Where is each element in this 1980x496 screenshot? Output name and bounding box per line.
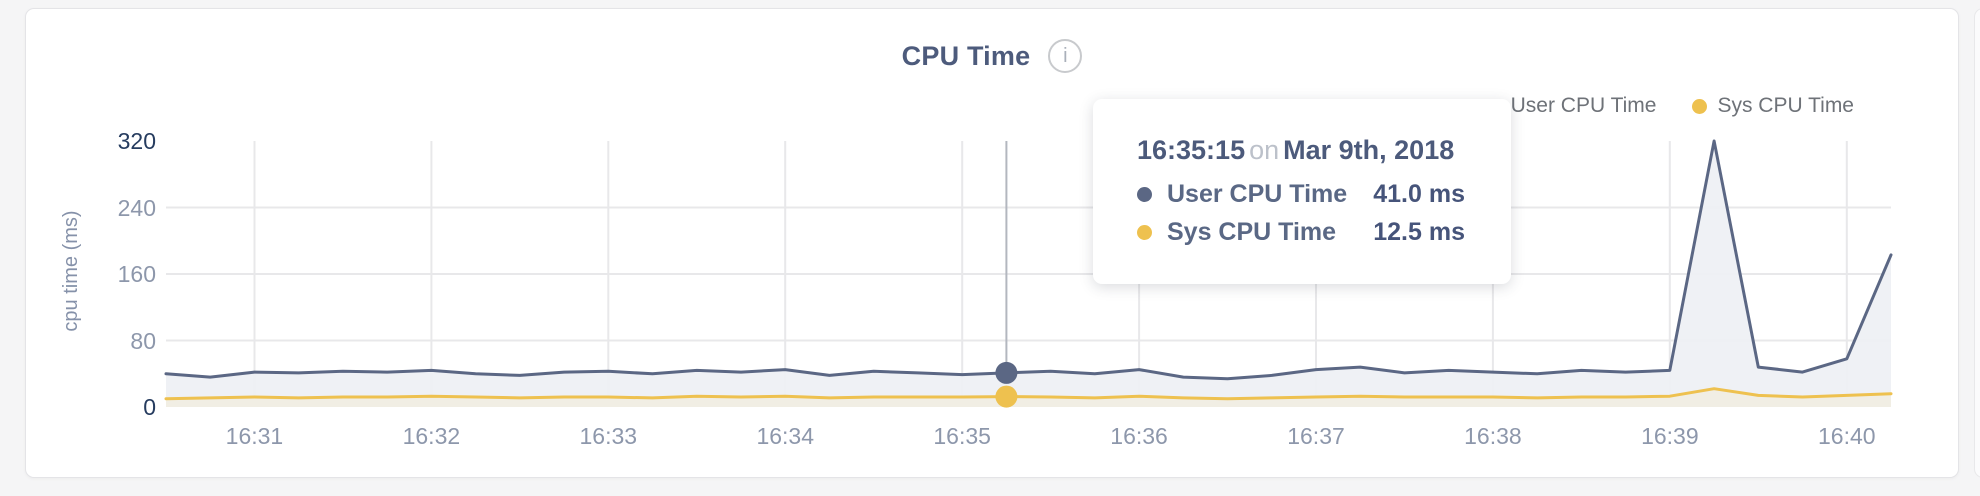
y-axis-tick-label: 320 (117, 128, 156, 154)
tooltip-series-value: 41.0 ms (1373, 180, 1465, 208)
y-axis-tick-label: 0 (143, 394, 156, 420)
hover-dot-sys-cpu-time[interactable] (995, 385, 1018, 408)
plot-container (164, 139, 1893, 409)
legend-dot-icon (1692, 98, 1708, 114)
y-axis-tick-label: 80 (130, 327, 156, 354)
chart-legend: User CPU Time Sys CPU Time (1485, 94, 1854, 118)
series-line-sys-cpu-time (164, 387, 1893, 401)
x-axis-tick-label: 16:34 (756, 423, 814, 449)
y-axis-tick-label: 240 (117, 194, 156, 221)
x-axis-tick-label: 16:40 (1817, 423, 1876, 449)
x-axis-tick-label: 16:31 (225, 423, 284, 449)
chart-header: CPU Time i (26, 39, 1958, 73)
chart-title: CPU Time (901, 40, 1031, 71)
x-axis-tick-label: 16:36 (1110, 423, 1168, 449)
chart-tooltip: 16:35:15 on Mar 9th, 2018 User CPU Time 41.… (1093, 99, 1511, 284)
tooltip-row: User CPU Time 41.0 ms (1137, 180, 1465, 209)
tooltip-series-value: 12.5 ms (1373, 218, 1465, 246)
x-axis-tick-label: 16:32 (402, 423, 461, 449)
tooltip-time: 16:35:15 (1137, 135, 1246, 165)
info-icon[interactable]: i (1048, 39, 1083, 73)
tooltip-series-dot-icon (1137, 187, 1152, 202)
legend-label: Sys CPU Time (1717, 94, 1854, 117)
series-line-user-cpu-time (164, 139, 1893, 381)
legend-item-sys-cpu-time[interactable]: Sys CPU Time (1692, 94, 1854, 118)
tooltip-row: Sys CPU Time 12.5 ms (1137, 218, 1465, 247)
tooltip-rows: User CPU Time 41.0 ms Sys CPU Time 12.5 ms (1137, 180, 1465, 247)
adjacent-card-edge (1974, 8, 1980, 478)
x-axis-tick-label: 16:35 (933, 423, 991, 449)
plot-area[interactable] (164, 139, 1893, 409)
tooltip-date: Mar 9th, 2018 (1283, 135, 1455, 165)
legend-item-user-cpu-time[interactable]: User CPU Time (1485, 94, 1657, 118)
cpu-time-chart-card: CPU Time i User CPU Time Sys CPU Time cpu… (25, 8, 1959, 478)
tooltip-series-label: Sys CPU Time (1167, 218, 1337, 246)
hover-dot-user-cpu-time[interactable] (995, 361, 1018, 384)
x-axis-tick-label: 16:37 (1287, 423, 1345, 449)
legend-label: User CPU Time (1510, 94, 1657, 117)
y-axis-tick-label: 160 (117, 261, 156, 287)
x-axis-tick-label: 16:39 (1641, 423, 1699, 449)
tooltip-heading: 16:35:15 on Mar 9th, 2018 (1137, 135, 1465, 166)
tooltip-series-dot-icon (1137, 225, 1152, 240)
x-axis-tick-label: 16:38 (1464, 423, 1522, 449)
tooltip-series-label: User CPU Time (1167, 180, 1348, 208)
x-axis-tick-label: 16:33 (579, 423, 638, 449)
tooltip-conjunction: on (1249, 135, 1280, 165)
